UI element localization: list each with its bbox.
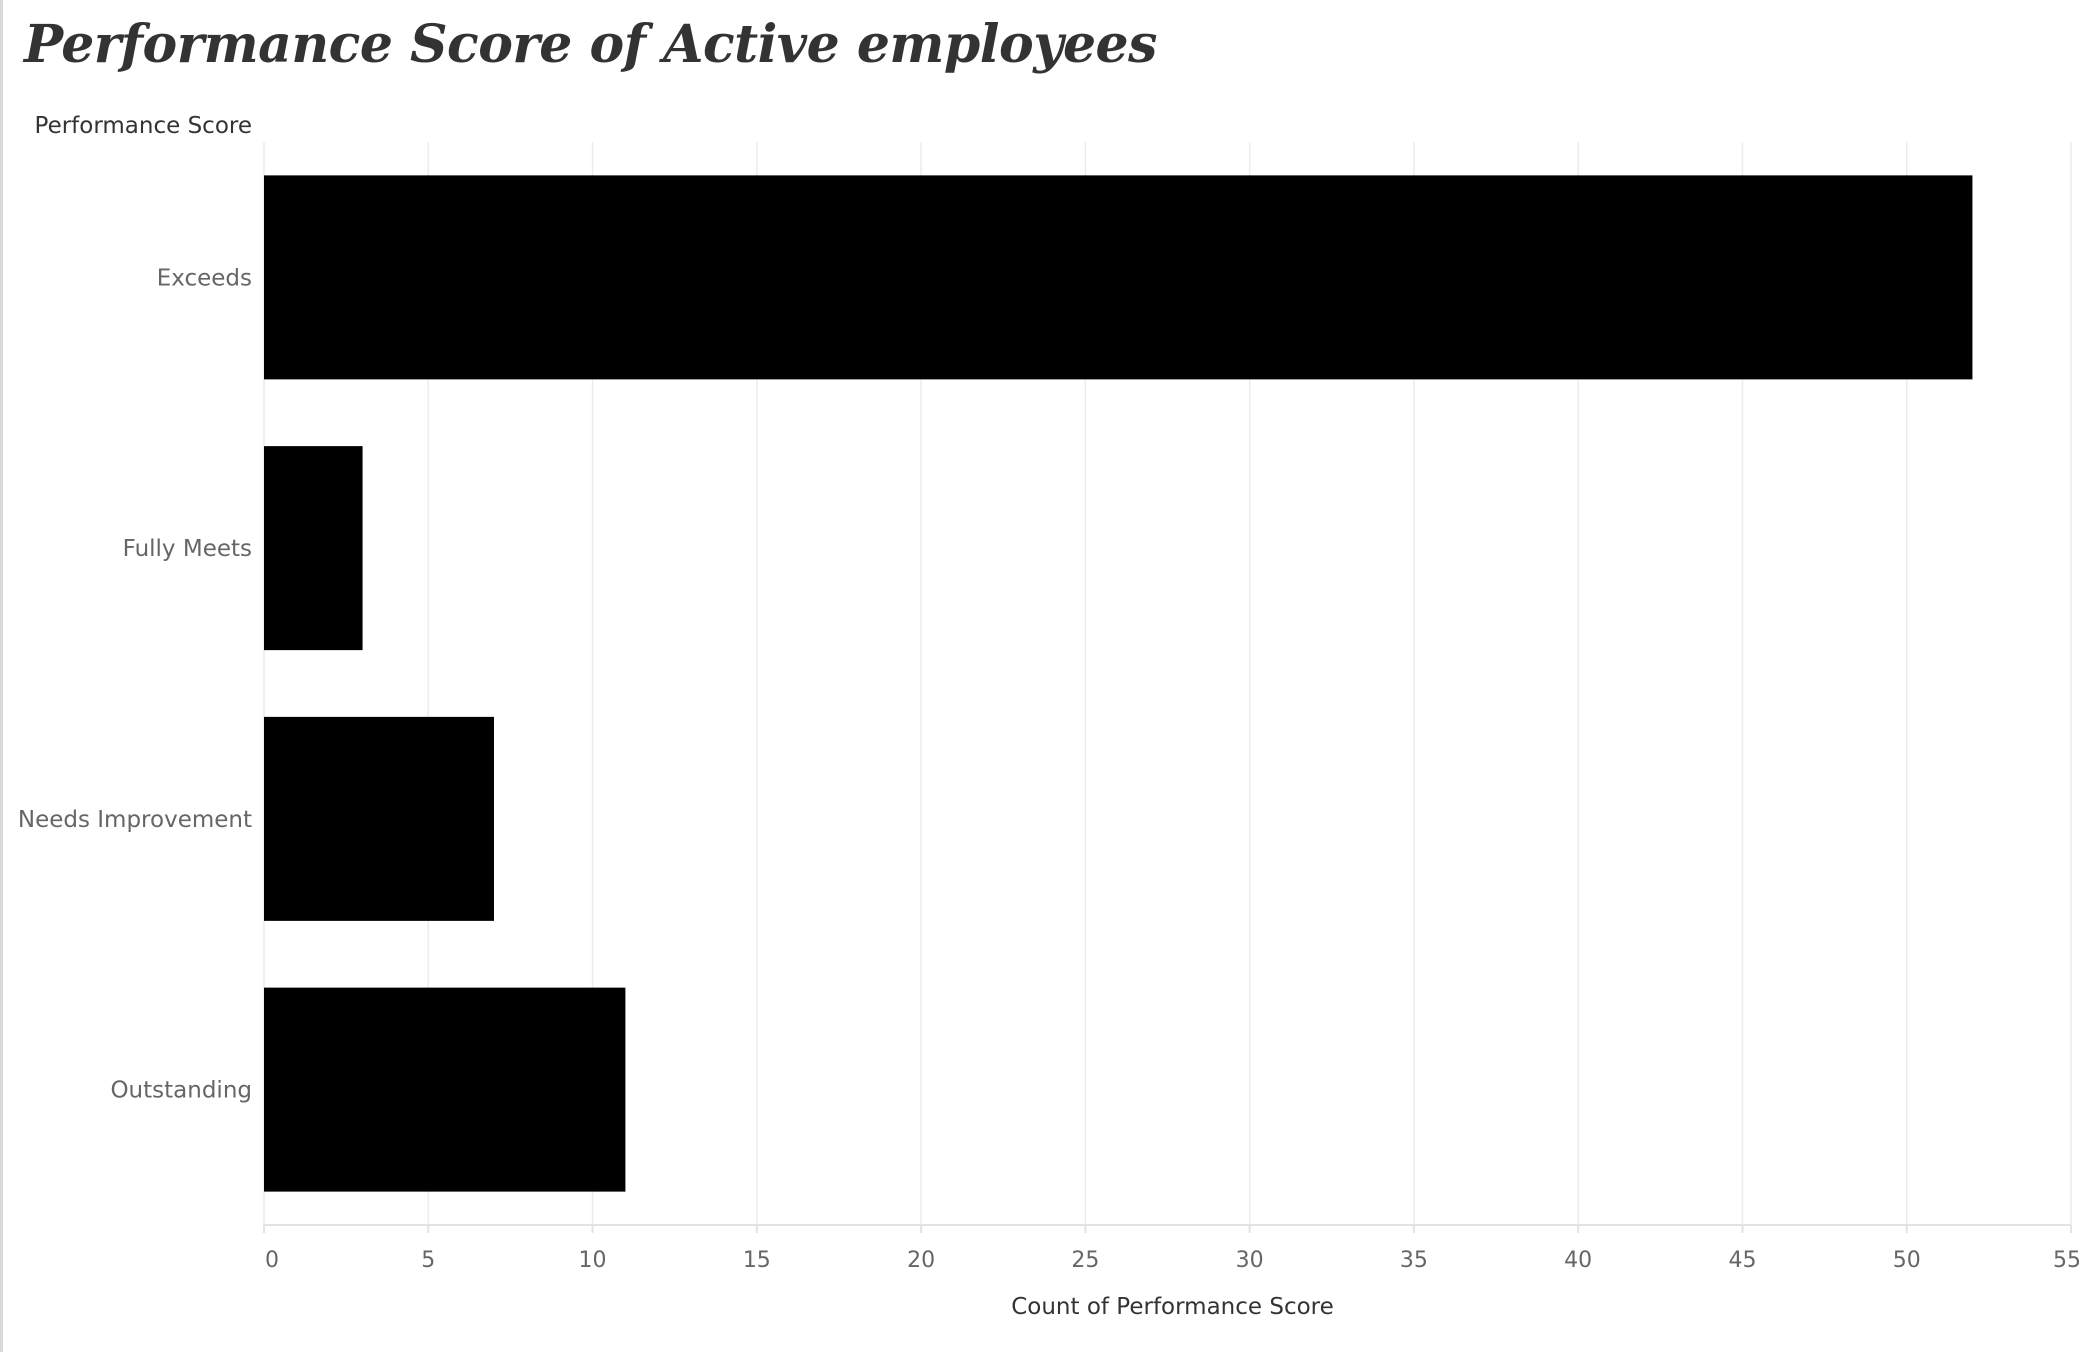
x-tick-label-55: 55 [2053, 1248, 2081, 1273]
x-tick-label-25: 25 [1071, 1248, 1099, 1273]
category-label-fully-meets: Fully Meets [123, 536, 252, 562]
x-axis-title: Count of Performance Score [1011, 1294, 1334, 1320]
y-axis-title: Performance Score [35, 113, 252, 139]
x-tick-label-45: 45 [1728, 1248, 1756, 1273]
x-tick-label-10: 10 [579, 1248, 607, 1273]
x-tick-label-30: 30 [1236, 1248, 1264, 1273]
page-title: Performance Score of Active employees [24, 14, 1157, 75]
x-tick-label-40: 40 [1564, 1248, 1592, 1273]
bar-exceeds [264, 175, 1973, 380]
x-tick-label-5: 5 [421, 1248, 435, 1273]
bar-outstanding [264, 987, 626, 1192]
x-tick-label-15: 15 [743, 1248, 771, 1273]
category-label-outstanding: Outstanding [110, 1078, 252, 1104]
x-tick-label-50: 50 [1893, 1248, 1921, 1273]
bar-needs-improvement [264, 716, 494, 921]
x-tick-label-35: 35 [1400, 1248, 1428, 1273]
bar-fully-meets [264, 446, 363, 651]
category-label-needs-improvement: Needs Improvement [18, 807, 252, 833]
category-label-exceeds: Exceeds [157, 265, 252, 291]
x-tick-label-20: 20 [907, 1248, 935, 1273]
x-tick-label-0: 0 [265, 1248, 279, 1273]
